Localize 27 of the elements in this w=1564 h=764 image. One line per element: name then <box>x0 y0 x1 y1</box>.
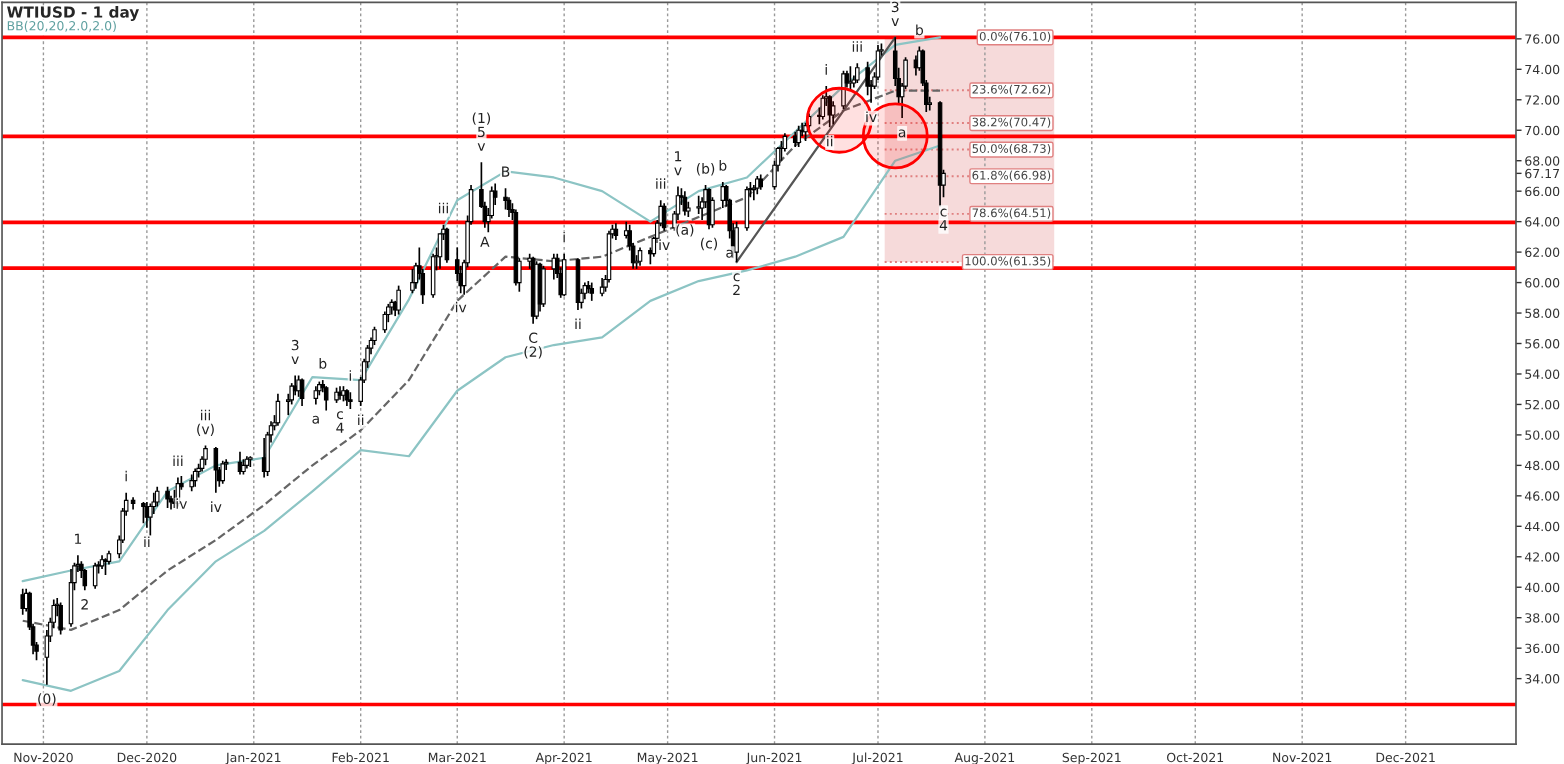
candlestick <box>561 252 567 298</box>
candlestick <box>299 377 305 407</box>
line-series <box>21 144 942 692</box>
candlestick <box>830 100 836 125</box>
candlestick <box>710 196 715 229</box>
candlestick <box>503 187 508 211</box>
candlestick <box>296 374 301 398</box>
candlestick <box>803 121 808 142</box>
candlestick <box>696 194 701 215</box>
candlestick <box>372 325 377 346</box>
candlestick <box>313 385 319 406</box>
candlestick <box>599 277 605 298</box>
candlestick <box>382 310 388 334</box>
candlestick <box>323 385 329 412</box>
candlestick <box>637 246 643 267</box>
line-series <box>21 36 942 583</box>
candlestick <box>827 94 832 129</box>
candlestick <box>865 60 870 97</box>
candlestick <box>855 62 860 84</box>
candlestick <box>410 268 415 295</box>
candlestick <box>820 94 826 121</box>
candlestick <box>192 467 198 488</box>
candlestick <box>213 446 219 494</box>
candlestick <box>154 485 160 508</box>
candlestick <box>58 601 63 636</box>
candlestick <box>203 444 208 467</box>
candlestick <box>661 202 667 232</box>
